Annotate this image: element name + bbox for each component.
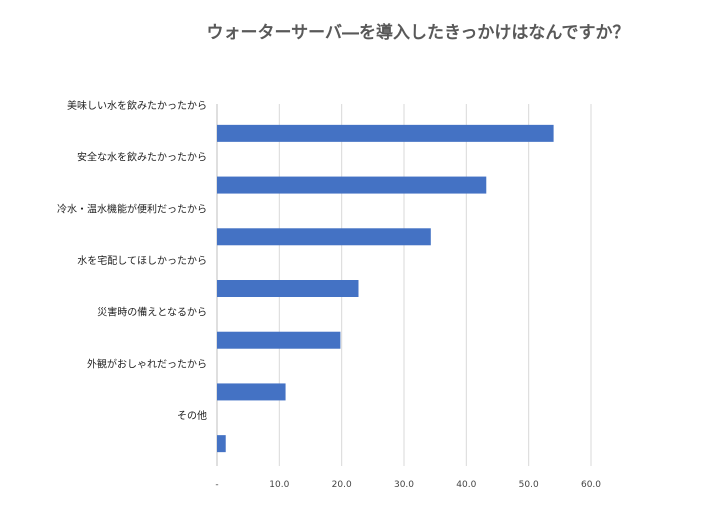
x-axis-tick-labels: - 10.0 20.0 30.0 40.0 50.0 60.0	[215, 480, 601, 490]
category-label: 外観がおしゃれだったから	[87, 357, 207, 370]
bar	[217, 176, 487, 194]
x-tick-label: 50.0	[519, 480, 539, 490]
x-tick-label: 20.0	[332, 480, 352, 490]
category-label: その他	[177, 409, 207, 422]
x-tick-label: -	[215, 480, 218, 490]
category-label: 冷水・温水機能が便利だったから	[57, 202, 207, 215]
category-label: 美味しい水を飲みたかったから	[67, 99, 207, 112]
category-label: 水を宅配してほしかったから	[77, 254, 207, 267]
category-labels: 美味しい水を飲みたかったから安全な水を飲みたかったから冷水・温水機能が便利だった…	[57, 99, 207, 422]
category-label: 安全な水を飲みたかったから	[77, 151, 207, 164]
x-tick-label: 30.0	[394, 480, 414, 490]
bar	[217, 280, 359, 297]
x-tick-label: 10.0	[269, 480, 289, 490]
x-tick-label: 60.0	[581, 480, 601, 490]
bar	[217, 383, 286, 401]
bar	[217, 435, 226, 453]
chart-title: ウォーターサーバ―を導入したきっかけはなんですか？	[207, 22, 630, 43]
bars	[217, 124, 554, 453]
x-tick-label: 40.0	[456, 480, 476, 490]
category-label: 災害時の備えとなるから	[97, 306, 207, 319]
bar	[217, 228, 431, 246]
bar	[217, 124, 554, 142]
bar	[217, 331, 341, 349]
